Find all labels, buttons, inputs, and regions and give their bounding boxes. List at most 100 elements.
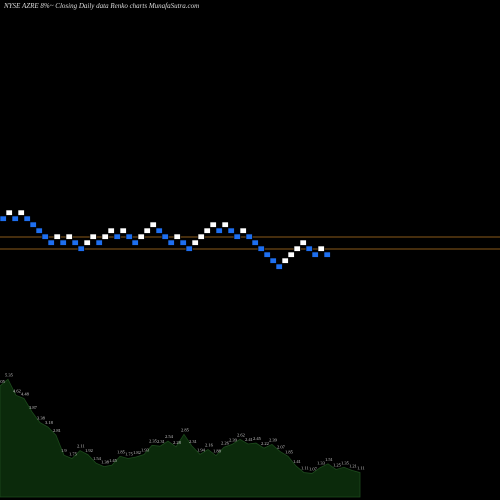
volume-label: 2.81 [53,428,61,433]
renko-brick [125,233,133,240]
renko-brick [131,239,139,246]
volume-label: 1.33 [317,461,326,466]
renko-brick [155,227,163,234]
renko-brick [0,215,7,222]
renko-brick [215,227,223,234]
volume-label: 5.05 [0,379,6,384]
volume-area [0,378,361,498]
volume-label: 1.51 [325,457,333,462]
volume-label: 2.39 [229,437,238,442]
renko-brick [209,221,217,228]
renko-brick [269,257,277,264]
renko-brick [119,227,127,234]
renko-brick [221,221,229,228]
volume-label: 2.54 [165,434,174,439]
renko-brick [11,215,19,222]
renko-brick [257,245,265,252]
volume-label: 2.45 [253,436,262,441]
volume-label: 1.9 [61,448,67,453]
renko-brick [197,233,205,240]
renko-brick [317,245,325,252]
volume-label: 2.85 [181,427,190,432]
volume-label: 2.41 [245,437,253,442]
renko-brick [143,227,151,234]
renko-brick [95,239,103,246]
volume-label: 1.93 [141,448,150,453]
volume-label: 3.38 [37,416,46,421]
volume-label: 1.45 [109,458,118,463]
volume-label: 1.35 [341,460,350,465]
volume-label: 2.22 [261,441,269,446]
volume-label: 2.31 [189,439,197,444]
renko-brick [113,233,121,240]
renko-brick [191,239,199,246]
volume-label: 1.38 [101,460,110,465]
renko-brick [41,233,49,240]
renko-brick [287,251,295,258]
renko-brick [53,233,61,240]
volume-label: 2.26 [221,440,230,445]
renko-brick [101,233,109,240]
renko-brick [71,239,79,246]
volume-label: 3.18 [45,420,54,425]
renko-brick [251,239,259,246]
chart-title: NYSE AZRE 8%~ Closing Daily data Renko c… [3,2,199,10]
volume-label: 1.54 [93,456,102,461]
volume-label: 5.35 [5,372,14,377]
renko-brick [311,251,319,258]
renko-brick [263,251,271,258]
volume-label: 1.25 [333,463,342,468]
renko-brick [107,227,115,234]
renko-brick [185,245,193,252]
renko-brick [173,233,181,240]
volume-label: 1.75 [125,452,134,457]
renko-brick [23,215,31,222]
renko-brick [35,227,43,234]
volume-label: 2.07 [277,444,286,449]
renko-brick [65,233,73,240]
volume-label: 2.39 [269,437,278,442]
renko-brick [17,209,25,216]
renko-brick [149,221,157,228]
volume-label: 1.94 [197,447,206,452]
volume-label: 1.11 [301,466,309,471]
renko-brick [5,209,13,216]
volume-label: 1.85 [117,449,126,454]
volume-label: 4.48 [21,391,30,396]
volume-label: 2.35 [149,438,158,443]
volume-label: 2.16 [205,442,214,447]
renko-brick [239,227,247,234]
volume-label: 1.92 [85,448,93,453]
volume-label: 2.28 [173,440,182,445]
renko-brick [47,239,55,246]
renko-brick [281,257,289,264]
volume-label: 2.62 [237,432,245,437]
renko-brick [203,227,211,234]
renko-brick [29,221,37,228]
volume-label: 2.31 [157,439,165,444]
renko-brick [179,239,187,246]
renko-brick [323,251,331,258]
renko-brick [161,233,169,240]
volume-label: 1.21 [349,463,357,468]
renko-brick [233,233,241,240]
renko-brick [293,245,301,252]
renko-brick [77,245,85,252]
renko-brick [245,233,253,240]
volume-label: 1.82 [133,450,141,455]
volume-label: 2.11 [77,444,85,449]
renko-brick [59,239,67,246]
renko-brick [227,227,235,234]
volume-label: 1.85 [285,449,294,454]
volume-label: 1.07 [309,466,318,471]
volume-label: 1.41 [293,459,301,464]
renko-brick [137,233,145,240]
volume-label: 1.11 [357,466,365,471]
volume-label: 3.87 [29,405,38,410]
renko-brick [83,239,91,246]
volume-label: 1.88 [213,449,222,454]
volume-label: 1.75 [69,452,78,457]
